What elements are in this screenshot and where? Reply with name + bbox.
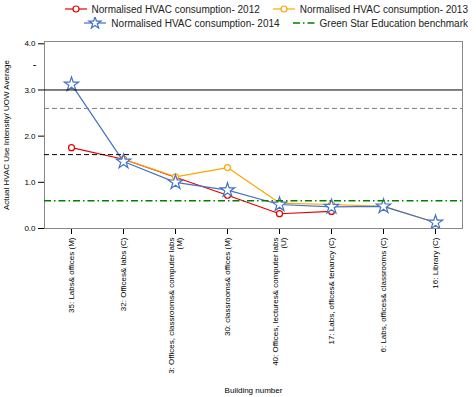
svg-text:4.0: 4.0 xyxy=(24,39,36,48)
svg-text:35: Labs& offices (M): 35: Labs& offices (M) xyxy=(67,237,76,313)
svg-text:16: Library (C): 16: Library (C) xyxy=(431,237,440,288)
svg-text:32: Offices& labs (C): 32: Offices& labs (C) xyxy=(119,237,128,311)
svg-text:17: Labs, offices& tenancy (C): 17: Labs, offices& tenancy (C) xyxy=(327,237,336,344)
svg-text:6: Labs, offices& classrooms (: 6: Labs, offices& classrooms (C) xyxy=(379,237,388,352)
svg-text:-: - xyxy=(33,58,37,70)
svg-text:Building number: Building number xyxy=(225,386,283,395)
svg-text:3.0: 3.0 xyxy=(24,86,36,95)
svg-text:30: classrooms& offices (M): 30: classrooms& offices (M) xyxy=(223,237,232,336)
html-text:Normalised HVAC consumption- 2: Normalised HVAC consumption- 2014 xyxy=(111,17,280,29)
svg-text:3: Offices, classrooms& comput: 3: Offices, classrooms& computer labs(M) xyxy=(167,237,184,374)
html-text:Normalised HVAC consumption- 2: Normalised HVAC consumption- 2013 xyxy=(299,3,468,15)
svg-text:40: Offices, lectures& compute: 40: Offices, lectures& computer labs(U) xyxy=(271,237,288,366)
html-text:Normalised HVAC consumption- 2: Normalised HVAC consumption- 2012 xyxy=(91,3,260,15)
svg-text:Actual HVAC Use Intensity/ UOW: Actual HVAC Use Intensity/ UOW Average xyxy=(2,59,11,210)
svg-text:0.0: 0.0 xyxy=(24,224,36,233)
svg-text:2.0: 2.0 xyxy=(24,132,36,141)
svg-text:1.0: 1.0 xyxy=(24,178,36,187)
html-text:Green Star Education benchmark: Green Star Education benchmark xyxy=(319,17,468,29)
